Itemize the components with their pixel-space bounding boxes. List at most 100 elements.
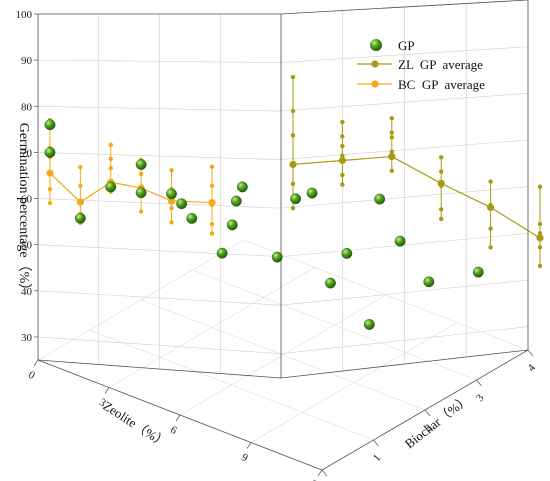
legend-entry-zl: ZL GP average [357, 57, 483, 72]
gp-point [306, 187, 318, 199]
gp-point [44, 119, 56, 131]
x-tick-0 [33, 359, 39, 367]
legend-entry-bc: BC GP average [357, 77, 485, 92]
y-tick-label: 4 [525, 362, 538, 374]
bc-line [49, 172, 213, 204]
z-tick-label: 30 [21, 332, 33, 344]
bc-replicate-point [138, 209, 144, 214]
gp-point [394, 235, 406, 247]
zl-replicate-point [439, 169, 444, 174]
x-tick-label: 9 [239, 451, 250, 464]
zl-replicate-point [290, 74, 296, 80]
series-zl-gp-average [289, 74, 544, 269]
legend-bc-marker [371, 80, 379, 88]
x-tick-6 [175, 414, 181, 422]
bc-replicate-point [78, 165, 83, 170]
gp-point [271, 251, 283, 263]
zl-replicate-point [290, 133, 296, 138]
x-tick-label: 6 [168, 424, 179, 437]
zl-replicate-point [439, 155, 444, 160]
legend: GP ZL GP average BC GP average [357, 38, 485, 92]
bc-replicate-point [78, 183, 83, 189]
gp-point [226, 219, 238, 231]
gp-point [341, 248, 353, 259]
z-tick-label: 40 [21, 286, 33, 298]
gp-point [135, 159, 147, 170]
zl-average-point [437, 179, 445, 187]
bc-replicate-point [209, 221, 215, 227]
z-tick-label: 50 [21, 240, 33, 252]
gp-point [236, 181, 248, 193]
z-tick-label: 70 [21, 147, 33, 159]
zl-replicate-point [340, 134, 345, 139]
y-grid-floor-3 [192, 269, 477, 381]
y-grid-floor-1 [89, 329, 374, 441]
x-tick-3 [104, 387, 110, 394]
zl-replicate-point [537, 245, 543, 250]
y-tick-2 [424, 409, 431, 417]
legend-zl-label: ZL GP average [398, 57, 483, 72]
bc-replicate-point [47, 187, 53, 192]
axes [33, 0, 534, 477]
x-tick-label: 12 [308, 477, 324, 481]
legend-bc-label: BC GP average [398, 77, 485, 92]
zl-average-point [289, 160, 297, 169]
zl-replicate-point [537, 263, 543, 269]
zl-replicate-point [340, 182, 345, 187]
zl-replicate-point [439, 216, 444, 222]
gp-point [325, 277, 336, 289]
y-tick-4 [527, 349, 534, 357]
y-tick-label: 2 [422, 422, 435, 434]
bc-replicate-point [47, 200, 53, 206]
zl-replicate-point [537, 231, 543, 236]
gp-point [44, 146, 56, 158]
zl-average-point [536, 234, 544, 242]
series-gp [44, 119, 484, 330]
x-tick-9 [246, 442, 252, 449]
zl-replicate-point [290, 205, 296, 211]
zl-replicate-point [488, 179, 493, 184]
bc-average-point [46, 169, 54, 177]
zl-replicate-point [290, 108, 296, 114]
gp-point [105, 181, 117, 193]
y-grid-floor-2 [140, 299, 426, 411]
y-tick-label: 1 [371, 452, 384, 464]
gp-point [472, 266, 484, 278]
y-tick-0 [321, 469, 328, 477]
y-tick-1 [373, 439, 379, 447]
y-tick-label: 3 [474, 392, 487, 404]
zl-replicate-point [537, 221, 543, 227]
legend-zl-marker [371, 60, 379, 68]
bc-average-point [167, 197, 176, 205]
z-tick-label: 90 [21, 55, 33, 67]
bc-replicate-point [108, 166, 113, 171]
z-tick-label: 100 [16, 9, 33, 21]
zl-line [292, 155, 541, 239]
box-edge-4 [280, 349, 529, 379]
gp-point [423, 276, 435, 288]
gp-point [135, 187, 147, 199]
z-tick-label: 60 [21, 194, 33, 206]
x-tick-label: 0 [26, 369, 37, 382]
zl-replicate-point [389, 130, 394, 135]
x-tick-label: 3 [97, 396, 108, 409]
gp-point [176, 198, 188, 210]
zl-replicate-point [488, 226, 493, 231]
gp-point [363, 319, 375, 330]
gp-point [230, 195, 242, 207]
legend-entry-gp: GP [370, 38, 415, 53]
y-tick-3 [476, 379, 482, 387]
zl-replicate-point [439, 207, 444, 212]
gp-point [186, 212, 198, 224]
bc-replicate-point [169, 205, 174, 211]
gp-point [216, 247, 228, 259]
gp-point [74, 212, 86, 224]
gp-point [166, 188, 177, 200]
gp-point [290, 193, 302, 205]
gp-point [374, 193, 386, 205]
bc-average-point [208, 198, 216, 207]
zl-replicate-point [488, 245, 493, 250]
legend-gp-label: GP [398, 38, 415, 53]
zl-average-point [338, 156, 346, 165]
